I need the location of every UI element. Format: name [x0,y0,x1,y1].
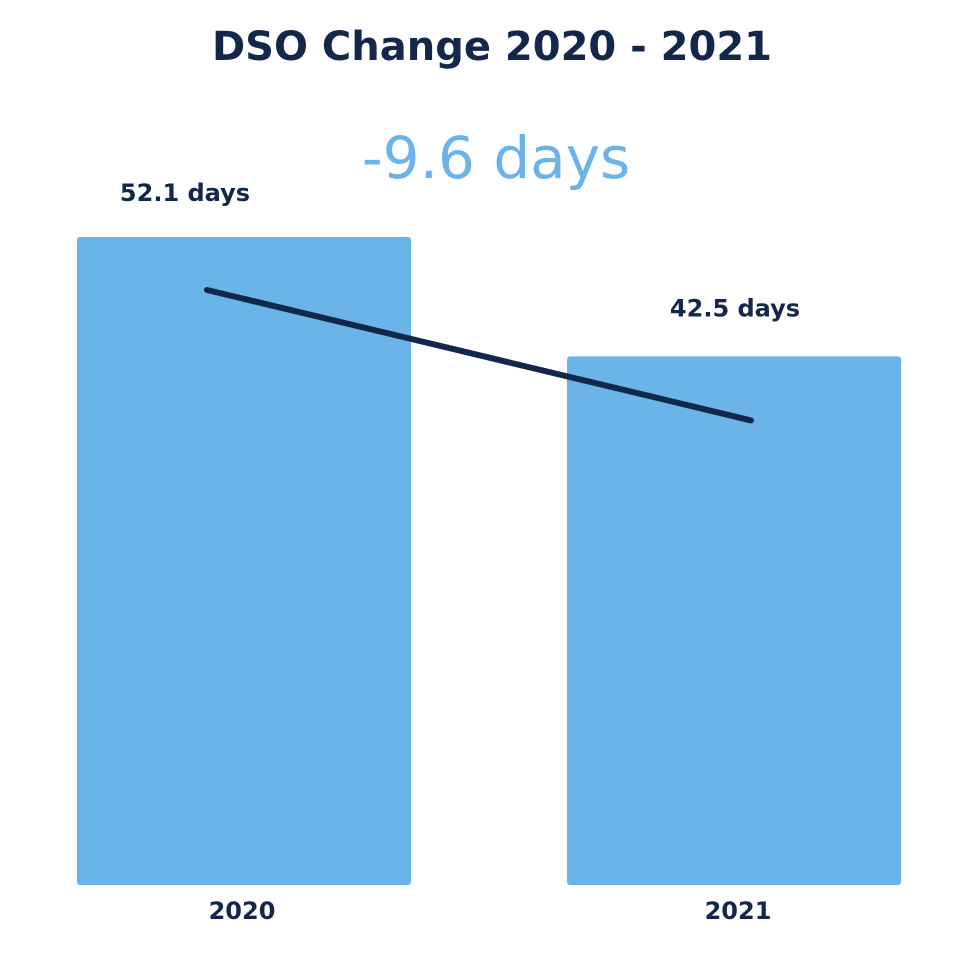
trend-line [204,287,754,424]
x-tick-2021: 2021 [705,897,772,925]
x-axis-ticks: 2020 2021 [209,897,772,925]
bar-2020 [77,237,411,885]
change-label: -9.6 days [362,124,631,192]
data-label-2020: 52.1 days [120,179,250,207]
trend-line-group [204,287,754,424]
bar-2021 [567,356,901,886]
data-labels: 52.1 days 42.5 days [120,179,800,322]
chart-title: DSO Change 2020 - 2021 [212,24,772,70]
data-label-2021: 42.5 days [670,294,800,322]
x-tick-2020: 2020 [209,897,276,925]
bars [77,237,901,886]
